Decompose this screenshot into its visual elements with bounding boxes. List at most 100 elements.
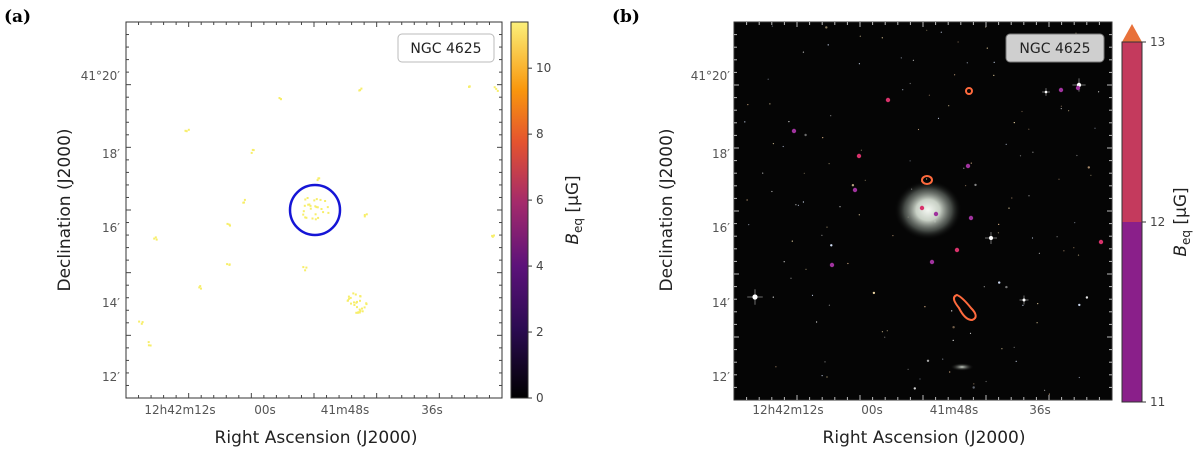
emission-speckle — [365, 302, 368, 305]
emission-speckle — [327, 211, 330, 214]
panel-b-contours — [921, 87, 977, 322]
emission-speckle — [187, 128, 190, 131]
panel-a-xtick-label: 36s — [421, 403, 443, 417]
panel-a-badge-text: NGC 4625 — [410, 41, 481, 57]
emission-speckle — [184, 129, 187, 132]
panel-b-compact-sources — [791, 85, 1104, 268]
star — [782, 145, 784, 148]
star — [747, 104, 749, 106]
emission-speckle — [226, 222, 229, 225]
contour — [921, 175, 933, 185]
star — [872, 291, 876, 295]
panel-b-xtick-label: 41m48s — [930, 403, 978, 417]
star — [1060, 108, 1062, 110]
compact-source — [929, 259, 935, 265]
star — [963, 167, 965, 169]
panel-a-ytick-label: 14′ — [102, 296, 120, 310]
compact-source — [933, 211, 939, 217]
star — [900, 57, 902, 59]
star — [965, 185, 967, 187]
star — [744, 121, 746, 123]
emission-speckle — [138, 320, 141, 323]
emission-speckle — [359, 295, 362, 298]
star — [802, 201, 805, 203]
emission-speckle — [250, 151, 253, 154]
emission-speckle — [279, 98, 282, 100]
star — [986, 47, 988, 49]
emission-speckle — [495, 87, 498, 90]
star — [1056, 236, 1058, 238]
star — [957, 41, 959, 43]
emission-speckle — [361, 310, 364, 313]
galaxy-ngc4625-image — [894, 180, 962, 240]
star — [909, 160, 911, 162]
emission-speckle — [304, 198, 307, 201]
emission-speckle — [354, 293, 357, 296]
emission-speckle — [356, 311, 359, 314]
star — [969, 332, 972, 334]
emission-speckle — [356, 306, 358, 309]
star — [912, 59, 915, 61]
emission-speckle — [350, 302, 352, 305]
panel-b-starfield — [744, 25, 1100, 395]
star — [997, 232, 1000, 234]
panel-a-xlabel: Right Ascension (J2000) — [215, 428, 418, 448]
emission-speckle — [363, 214, 366, 216]
star — [839, 206, 841, 208]
star — [783, 261, 785, 263]
emission-speckle — [226, 263, 229, 266]
star — [821, 234, 823, 236]
emission-speckle — [349, 296, 352, 299]
star — [892, 235, 894, 237]
compact-source — [1058, 87, 1064, 93]
emission-speckle — [496, 89, 499, 92]
emission-speckle — [346, 299, 349, 302]
colorbar-segment-low — [1122, 222, 1142, 402]
star — [826, 226, 828, 228]
emission-speckle — [365, 213, 368, 216]
emission-speckle — [302, 210, 305, 213]
emission-speckle — [316, 206, 319, 209]
panel-a-colorbar-bar — [510, 21, 529, 399]
panel-b: (b) NGC 4625 41°20′ 18′ 16′ 14′ 12′ 12h4… — [612, 7, 1193, 448]
emission-speckle — [361, 307, 363, 310]
panel-b-ylabel: Declination (J2000) — [657, 128, 677, 291]
colorbar-tick-label: 0 — [536, 391, 544, 405]
star — [973, 383, 975, 385]
star — [828, 304, 831, 306]
star — [1001, 348, 1003, 350]
star — [928, 94, 931, 96]
star — [983, 286, 985, 288]
star — [926, 29, 928, 31]
star — [858, 63, 861, 65]
emission-speckle — [314, 213, 317, 216]
star — [1028, 195, 1030, 197]
star — [907, 368, 909, 370]
star — [948, 105, 950, 107]
star — [954, 74, 956, 76]
emission-speckle — [147, 341, 150, 344]
star — [771, 25, 774, 27]
emission-speckle — [243, 198, 246, 201]
star — [913, 387, 916, 390]
emission-speckle — [305, 266, 308, 269]
emission-speckle — [313, 199, 316, 202]
compact-source — [965, 163, 971, 169]
emission-speckle — [326, 206, 329, 209]
star — [1063, 250, 1065, 252]
star — [816, 321, 818, 323]
emission-speckle — [353, 304, 356, 306]
panel-b-xtick-label: 12h42m12s — [752, 403, 823, 417]
compact-source — [829, 262, 835, 268]
emission-speckle — [243, 201, 245, 204]
compact-source — [856, 153, 862, 159]
panel-b-ytick-label: 12′ — [712, 370, 730, 384]
emission-speckle — [304, 269, 307, 272]
star — [1022, 304, 1024, 306]
star — [1075, 32, 1077, 34]
panel-a-emission-speckles — [138, 85, 499, 347]
star — [1019, 155, 1022, 157]
panel-b-xlabel: Right Ascension (J2000) — [823, 428, 1026, 448]
star — [1074, 222, 1076, 224]
